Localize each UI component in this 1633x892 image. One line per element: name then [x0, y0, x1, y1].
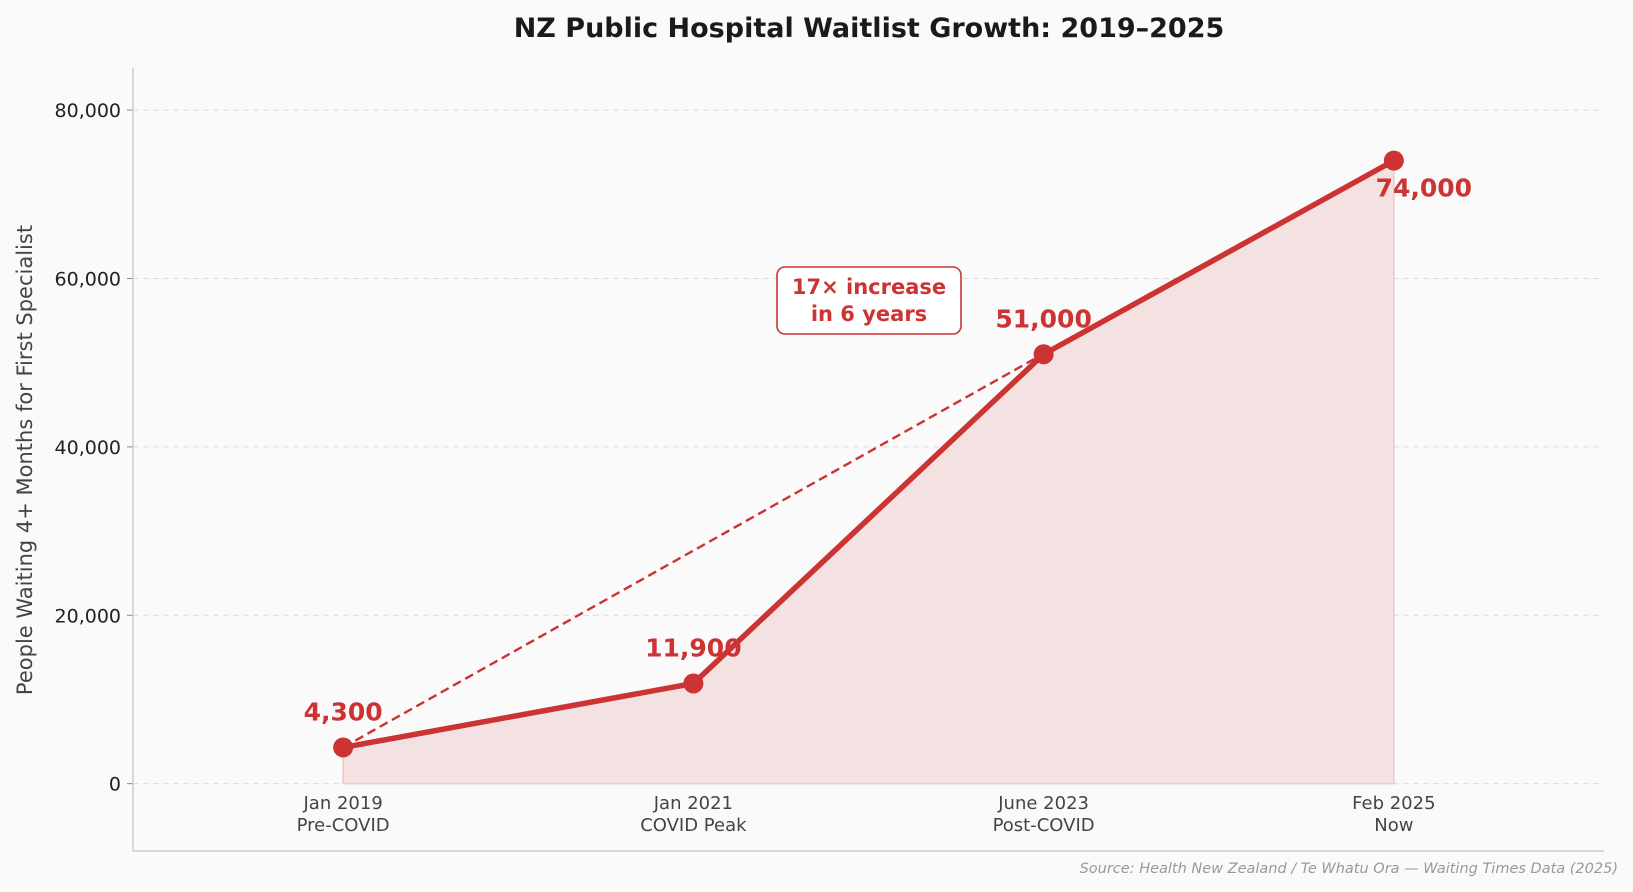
x-tick-sublabel: COVID Peak [640, 815, 747, 836]
data-label: 4,300 [304, 697, 383, 726]
x-tick-label: Jan 2021 [653, 793, 733, 814]
y-tick-label: 60,000 [55, 268, 121, 290]
annotation-line2: in 6 years [811, 302, 927, 326]
data-point [1383, 150, 1404, 171]
y-tick-label: 0 [109, 774, 121, 796]
x-tick-label: Feb 2025 [1352, 793, 1435, 814]
y-tick-label: 80,000 [55, 100, 121, 122]
data-label: 51,000 [995, 304, 1091, 333]
x-tick-label: Jan 2019 [303, 793, 383, 814]
data-point [333, 737, 354, 758]
data-label: 74,000 [1376, 174, 1472, 203]
x-tick-sublabel: Now [1374, 815, 1413, 836]
series-line [342, 158, 1396, 751]
source-note: Source: Health New Zealand / Te Whatu Or… [1080, 861, 1618, 877]
y-tick-label: 40,000 [55, 437, 121, 459]
x-tick-sublabel: Post-COVID [993, 815, 1095, 836]
data-point [1033, 344, 1054, 365]
data-point [683, 673, 704, 694]
x-tick-sublabel: Pre-COVID [297, 815, 390, 836]
annotation-line1: 17× increase [792, 275, 946, 299]
y-axis-label: People Waiting 4+ Months for First Speci… [13, 225, 37, 695]
annotation-box: 17× increase in 6 years [776, 266, 962, 335]
chart-title: NZ Public Hospital Waitlist Growth: 2019… [514, 13, 1225, 44]
annotation-arrow [342, 357, 1037, 749]
data-label: 11,900 [645, 633, 741, 662]
area-fill [342, 159, 1395, 785]
x-tick-label: June 2023 [997, 793, 1089, 814]
y-tick-label: 20,000 [55, 605, 121, 627]
